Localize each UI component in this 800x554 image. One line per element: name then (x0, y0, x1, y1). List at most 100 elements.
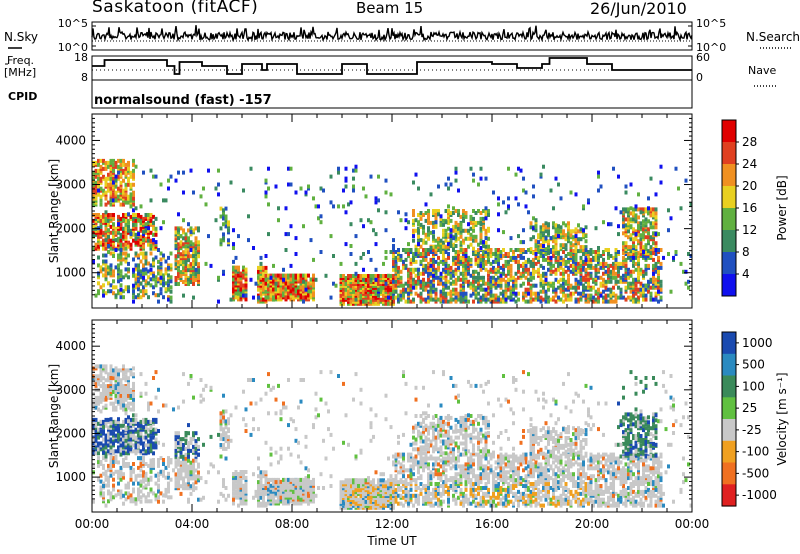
velocity-cell (117, 423, 120, 428)
velocity-cell (127, 481, 130, 486)
power-cell (384, 255, 388, 260)
power-cell (609, 299, 613, 304)
power-cell (362, 299, 365, 304)
velocity-cell (142, 435, 145, 440)
power-cell (619, 261, 623, 266)
power-cell (394, 255, 398, 260)
power-cell (277, 289, 280, 294)
power-cell (512, 297, 515, 302)
power-cell (649, 297, 653, 302)
power-cell (432, 263, 435, 268)
power-cell (647, 211, 650, 216)
power-cell (132, 208, 135, 213)
velocity-cell (187, 458, 190, 463)
power-cell (484, 287, 488, 292)
power-cell (574, 245, 578, 250)
power-cell (469, 242, 473, 247)
power-cell (584, 293, 588, 298)
power-cell (344, 242, 348, 247)
velocity-cell (97, 447, 100, 452)
velocity-cell (167, 471, 170, 476)
velocity-cell (177, 431, 180, 436)
freq-trace (92, 57, 692, 75)
power-cell (429, 267, 433, 272)
power-cell (637, 207, 640, 212)
power-cell (497, 254, 500, 258)
power-cell (642, 227, 645, 232)
power-cell (447, 299, 450, 304)
power-cell (399, 254, 403, 258)
power-cell (599, 281, 603, 286)
power-cell (272, 263, 275, 268)
power-cell (559, 271, 563, 276)
power-cell (607, 263, 610, 268)
power-cell (159, 226, 163, 231)
power-cell (132, 283, 135, 288)
power-cell (354, 271, 358, 276)
power-cell (634, 267, 638, 272)
power-cell (654, 211, 658, 216)
power-cell (92, 176, 95, 181)
power-cell (667, 208, 670, 213)
power-cell (109, 213, 113, 217)
velocity-cell (107, 489, 110, 494)
power-cell (437, 261, 440, 266)
power-cell (637, 251, 640, 256)
power-cell (139, 251, 143, 256)
velocity-cell (157, 458, 160, 462)
power-cell (377, 299, 380, 304)
power-cell (134, 218, 138, 223)
power-cell (539, 248, 543, 252)
power-cell (632, 255, 635, 260)
power-cell (352, 274, 355, 278)
power-cell (409, 299, 413, 304)
power-cell (129, 228, 133, 233)
power-cell (174, 254, 178, 259)
power-cell (534, 269, 538, 274)
velocity-cell (149, 419, 153, 424)
power-cell (114, 248, 118, 252)
power-cell (487, 226, 490, 231)
power-cell (367, 278, 370, 282)
power-cell (479, 275, 483, 280)
power-cell (639, 281, 643, 286)
power-cell (177, 212, 180, 217)
power-cell (187, 222, 190, 227)
power-cell (349, 200, 353, 205)
velocity-cell (122, 384, 125, 389)
power-cell (632, 207, 635, 212)
power-cell (399, 275, 403, 280)
noise-tick-right: 10^5 (696, 17, 726, 30)
power-cell (649, 225, 653, 230)
power-cell (579, 263, 583, 268)
power-cell (154, 283, 158, 288)
power-cell (272, 295, 275, 300)
velocity-cell (142, 441, 145, 446)
power-cell (682, 269, 685, 274)
power-cell (157, 259, 160, 264)
power-cell (99, 224, 103, 229)
velocity-cell (102, 364, 105, 369)
power-cell (104, 234, 108, 239)
power-cell (522, 291, 525, 296)
power-cell (117, 164, 120, 169)
power-cell (264, 194, 268, 199)
power-cell (149, 168, 153, 173)
power-cell (559, 283, 563, 288)
power-cell (634, 229, 638, 234)
velocity-cell (144, 417, 148, 422)
velocity-cell (177, 480, 180, 485)
power-cell (479, 226, 483, 231)
power-cell (542, 271, 545, 276)
power-cell (294, 273, 298, 278)
power-cell (619, 293, 623, 298)
power-cell (407, 242, 410, 247)
velocity-cell (107, 499, 110, 504)
power-cell (394, 283, 398, 288)
power-cell (167, 263, 170, 268)
power-cell (342, 297, 345, 302)
power-cell (464, 271, 468, 276)
power-cell (629, 249, 633, 254)
power-cell (507, 259, 510, 264)
velocity-cell (109, 429, 113, 434)
